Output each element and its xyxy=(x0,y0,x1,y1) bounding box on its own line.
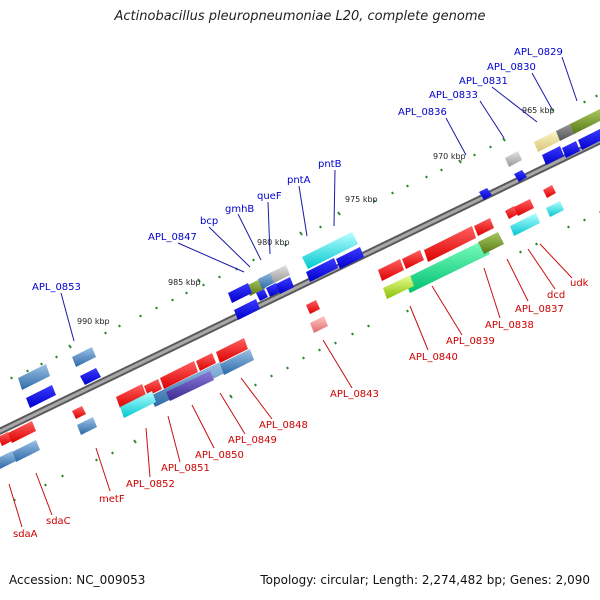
feature-steel-block xyxy=(220,349,254,375)
genome-backbone xyxy=(0,136,600,436)
feature-blue-cds xyxy=(562,141,580,158)
gene-label-apl-0849: APL_0849 xyxy=(228,435,277,446)
scale-label-970: 970 kbp xyxy=(433,152,466,161)
feature-khaki-block xyxy=(534,129,564,152)
feature-blue-small xyxy=(266,283,280,297)
genome-summary-text: Topology: circular; Length: 2,274,482 bp… xyxy=(260,573,590,587)
gene-label-apl-0843: APL_0843 xyxy=(330,389,379,400)
feature-red-cds xyxy=(8,421,36,443)
feature-blue-small xyxy=(514,170,527,182)
feature-red-cds xyxy=(424,226,476,262)
feature-blue-cds xyxy=(336,247,364,269)
feature-blue-cds xyxy=(578,129,600,150)
feature-blue-small xyxy=(479,188,492,200)
gene-label-sdac: sdaC xyxy=(46,516,71,527)
gene-label-apl-0839: APL_0839 xyxy=(446,336,495,347)
feature-blue-small xyxy=(256,289,268,301)
feature-blue-small xyxy=(276,277,294,294)
feature-steel-small xyxy=(77,417,97,435)
gene-label-pnta: pntA xyxy=(287,175,311,186)
feature-green-block xyxy=(404,240,490,293)
feature-red-small xyxy=(72,406,86,419)
gene-label-apl-0840: APL_0840 xyxy=(409,352,458,363)
feature-cyan-small xyxy=(546,201,564,217)
scale-label-985: 985 kbp xyxy=(168,278,201,287)
gene-label-apl-0829: APL_0829 xyxy=(514,47,563,58)
gene-label-apl-0851: APL_0851 xyxy=(161,463,210,474)
gene-label-apl-0836: APL_0836 xyxy=(398,107,447,118)
feature-cyan-small xyxy=(510,213,540,236)
gene-label-apl-0853: APL_0853 xyxy=(32,282,81,293)
forward-strand-features xyxy=(18,109,600,408)
scale-labels: 965 kbp 970 kbp 975 kbp 980 kbp 985 kbp … xyxy=(77,106,555,326)
feature-blue-cds xyxy=(80,368,101,385)
feature-steel-block xyxy=(0,451,16,469)
feature-red-small xyxy=(543,185,556,198)
feature-cyan-block xyxy=(120,391,156,418)
gene-label-apl-0838: APL_0838 xyxy=(485,320,534,331)
scale-label-965: 965 kbp xyxy=(522,106,555,115)
gene-label-quef: queF xyxy=(257,191,282,202)
reverse-strand-features xyxy=(0,185,564,469)
forward-leader-lines xyxy=(60,56,578,342)
reverse-gene-labels: udk dcd APL_0837 APL_0838 APL_0839 APL_0… xyxy=(13,278,589,540)
feature-steel-small xyxy=(72,347,96,367)
gene-label-apl-0848: APL_0848 xyxy=(259,420,308,431)
feature-cyan-pnt xyxy=(302,232,358,269)
feature-steel-block xyxy=(12,440,40,462)
gene-label-apl-0833: APL_0833 xyxy=(429,90,478,101)
feature-gray-small xyxy=(505,151,522,167)
feature-red-cds xyxy=(144,379,162,396)
reverse-leader-lines xyxy=(8,243,573,528)
feature-indigo-block xyxy=(166,371,214,401)
feature-red-cds xyxy=(514,199,534,216)
gene-label-apl-0850: APL_0850 xyxy=(195,450,244,461)
feature-red-small xyxy=(505,206,518,219)
feature-red-cds xyxy=(474,218,494,236)
feature-blue-cds xyxy=(234,299,260,320)
scale-label-990: 990 kbp xyxy=(77,317,110,326)
feature-red-cds xyxy=(378,259,404,281)
feature-gray-block xyxy=(556,123,576,141)
gene-label-apl-0831: APL_0831 xyxy=(459,76,508,87)
forward-gene-labels: APL_0829 APL_0830 APL_0831 APL_0833 APL_… xyxy=(32,47,563,293)
feature-red-cds xyxy=(160,361,198,389)
figure-title: Actinobacillus pleuropneumoniae L20, com… xyxy=(114,9,486,24)
feature-olive-block xyxy=(478,232,504,254)
feature-pink-small xyxy=(310,316,328,333)
feature-gray-small xyxy=(270,265,290,283)
scale-label-975: 975 kbp xyxy=(345,195,378,204)
feature-blue-cds xyxy=(542,146,564,165)
feature-blue-cds xyxy=(228,283,252,303)
feature-lime-block xyxy=(383,275,414,299)
feature-red-cds xyxy=(196,353,216,371)
feature-blue-cds xyxy=(306,258,338,282)
gene-label-apl-0830: APL_0830 xyxy=(487,62,536,73)
gene-label-metf: metF xyxy=(99,494,125,505)
feature-blue-cds xyxy=(26,385,56,408)
accession-text: Accession: NC_009053 xyxy=(9,573,146,587)
gene-label-apl-0837: APL_0837 xyxy=(515,304,564,315)
gene-label-bcp: bcp xyxy=(200,216,218,227)
gene-label-sdaa: sdaA xyxy=(13,529,38,540)
gene-label-dcd: dcd xyxy=(547,290,565,301)
gene-label-pntb: pntB xyxy=(318,159,342,170)
feature-steel-block xyxy=(18,364,50,390)
feature-olive-block xyxy=(570,109,600,134)
feature-red-cds xyxy=(116,384,146,408)
scale-ticks xyxy=(10,94,600,502)
feature-red-cds xyxy=(402,250,424,269)
gene-label-apl-0852: APL_0852 xyxy=(126,479,175,490)
gene-label-udk: udk xyxy=(570,278,589,289)
feature-red-cds xyxy=(216,338,248,363)
scale-label-980: 980 kbp xyxy=(257,238,290,247)
feature-red-small xyxy=(306,300,320,314)
gene-label-apl-0847: APL_0847 xyxy=(148,232,197,243)
gene-label-gmhb: gmhB xyxy=(225,204,254,215)
